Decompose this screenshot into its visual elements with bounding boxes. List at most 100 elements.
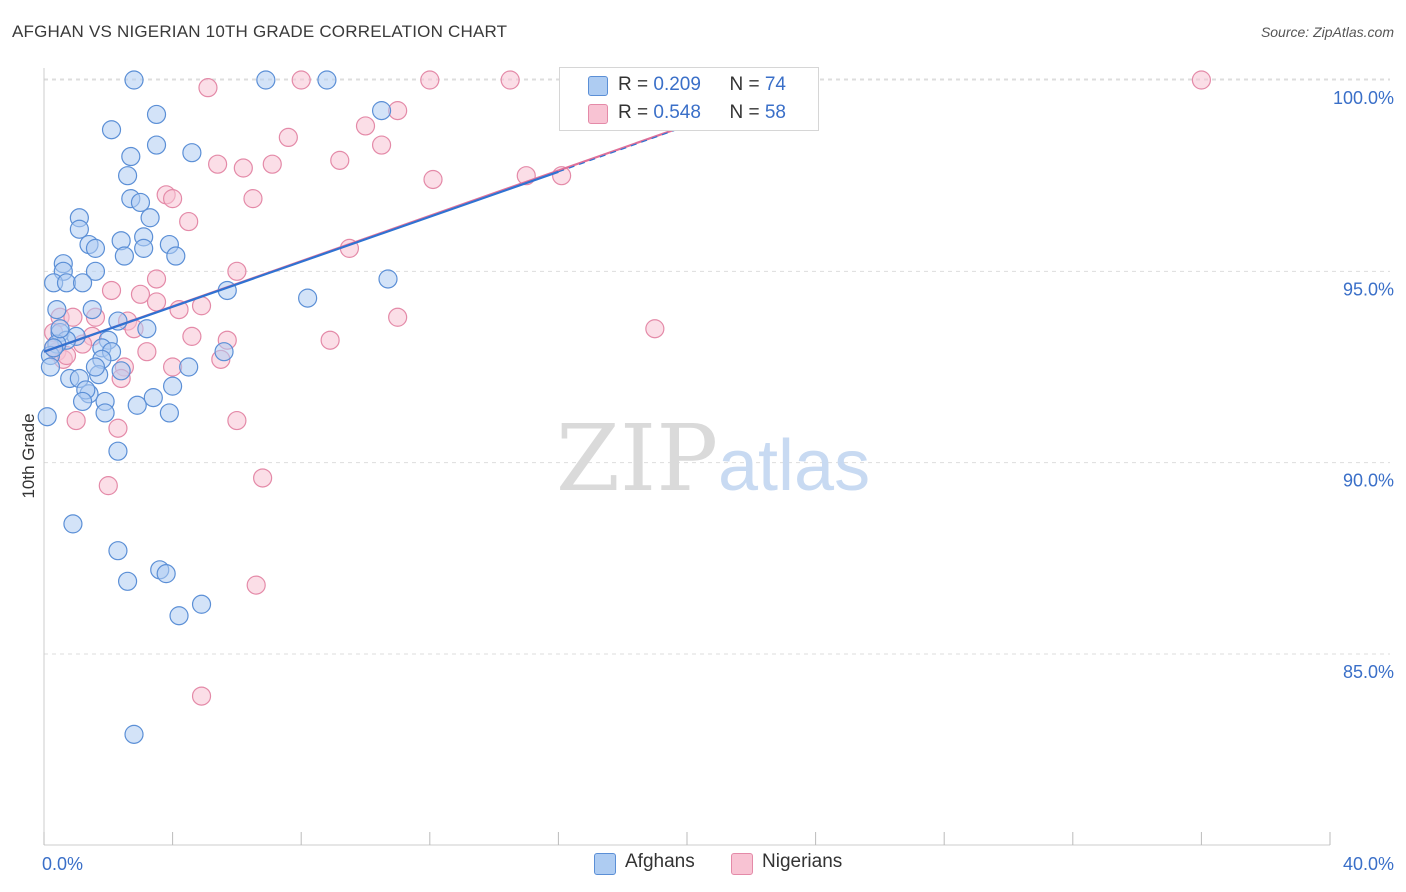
nigerian-legend-row: R = 0.548 N = 58 — [618, 102, 786, 130]
nigerian-point — [146, 269, 167, 289]
y-tick-label: 90.0% — [1343, 471, 1394, 491]
afghan-point — [143, 388, 163, 408]
afghan-point — [159, 403, 179, 423]
nigerian-point — [262, 154, 282, 174]
afghan-points — [37, 70, 398, 744]
afghan-r-label: R = — [618, 74, 654, 95]
nigerian-point — [146, 292, 167, 312]
afghan-point — [156, 564, 176, 584]
afghan-point — [108, 441, 128, 461]
nigerian-point — [253, 468, 273, 488]
afghan-point — [85, 238, 106, 258]
afghan-point — [69, 219, 89, 239]
nigerian-point — [355, 116, 376, 136]
afghan-point — [108, 541, 128, 561]
nigerian-point — [278, 127, 298, 147]
stats-legend: R = 0.209 N = 74 R = 0.548 N = 58 — [559, 67, 819, 131]
afghan-point — [72, 391, 93, 412]
afghan-n-label: N = — [729, 74, 765, 95]
nigerian-point — [500, 70, 520, 90]
nigerian-points — [44, 70, 1212, 706]
afghan-point — [371, 101, 392, 121]
afghan-point — [124, 70, 144, 90]
afghan-point — [82, 300, 102, 320]
nigerian-n-label: N = — [729, 102, 765, 123]
nigerian-point — [388, 101, 408, 121]
nigerian-legend-swatch — [588, 104, 608, 124]
nigerian-point — [98, 476, 118, 496]
chart-title: AFGHAN VS NIGERIAN 10TH GRADE CORRELATIO… — [12, 22, 508, 41]
nigerian-point — [101, 280, 122, 301]
afghan-point — [37, 407, 57, 427]
nigerian-point — [163, 189, 183, 209]
nigerian-point — [423, 169, 443, 190]
y-tick-label: 85.0% — [1343, 662, 1394, 682]
afghan-point — [179, 357, 199, 377]
nigerian-point — [108, 418, 128, 438]
afghan-point — [140, 208, 160, 228]
afghan-point — [117, 166, 138, 186]
afghan-point — [124, 724, 144, 744]
x-tick-label-min: 0.0% — [42, 854, 83, 874]
afghan-point — [114, 246, 134, 266]
nigerian-point — [233, 158, 253, 178]
afghan-trendline — [43, 170, 559, 353]
afghan-point — [72, 273, 93, 293]
afghan-legend-swatch — [588, 76, 608, 96]
afghan-point — [169, 606, 189, 626]
afghan-point — [182, 143, 202, 163]
nigerian-point — [179, 211, 199, 232]
nigerian-point — [320, 330, 340, 350]
afghan-point — [166, 246, 186, 266]
y-axis-label: 10th Grade — [19, 413, 38, 498]
nigerians-legend-label: Nigerians — [762, 851, 843, 872]
afghan-point — [47, 300, 67, 320]
nigerian-point — [243, 189, 263, 209]
afghan-point — [298, 288, 318, 308]
nigerian-n-value: 58 — [764, 102, 786, 123]
afghan-point — [137, 319, 157, 339]
nigerian-point — [163, 357, 183, 377]
afghan-r-value: 0.209 — [653, 74, 701, 95]
afghan-point — [378, 269, 398, 289]
afghan-point — [85, 261, 106, 281]
nigerian-point — [63, 307, 83, 327]
nigerian-point — [137, 342, 157, 362]
afghan-point — [101, 120, 122, 140]
afghan-point — [108, 311, 128, 331]
afghan-point — [130, 192, 151, 213]
nigerian-point — [371, 135, 392, 155]
nigerian-point — [330, 150, 350, 170]
afghan-n-value: 74 — [764, 74, 786, 95]
nigerian-point — [182, 326, 202, 346]
afghans-legend-swatch — [594, 853, 616, 875]
afghan-point — [63, 514, 83, 534]
afghan-point — [50, 319, 70, 339]
afghan-point — [121, 146, 141, 167]
watermark-zip: ZIP — [556, 405, 718, 512]
afghan-point — [56, 273, 77, 293]
nigerian-point — [227, 261, 247, 281]
nigerian-point — [130, 284, 151, 304]
afghan-point — [317, 70, 337, 90]
afghan-legend-row: R = 0.209 N = 74 — [618, 74, 786, 102]
watermark-atlas: atlas — [718, 426, 870, 506]
afghan-point — [111, 361, 131, 381]
afghan-point — [146, 104, 167, 125]
nigerian-point — [66, 410, 86, 431]
nigerian-point — [191, 686, 212, 706]
afghan-point — [214, 342, 234, 362]
y-tick-label: 100.0% — [1333, 88, 1394, 108]
afghan-point — [146, 135, 167, 155]
nigerian-point — [246, 575, 266, 595]
afghans-legend-label: Afghans — [625, 851, 695, 872]
afghan-point — [134, 238, 154, 258]
afghan-point — [95, 403, 115, 423]
afghan-point — [127, 395, 147, 415]
nigerian-point — [291, 70, 311, 90]
afghan-point — [191, 594, 212, 614]
source-credit: Source: ZipAtlas.com — [1260, 24, 1394, 40]
y-tick-label: 95.0% — [1343, 279, 1394, 299]
nigerian-point — [1191, 70, 1212, 90]
